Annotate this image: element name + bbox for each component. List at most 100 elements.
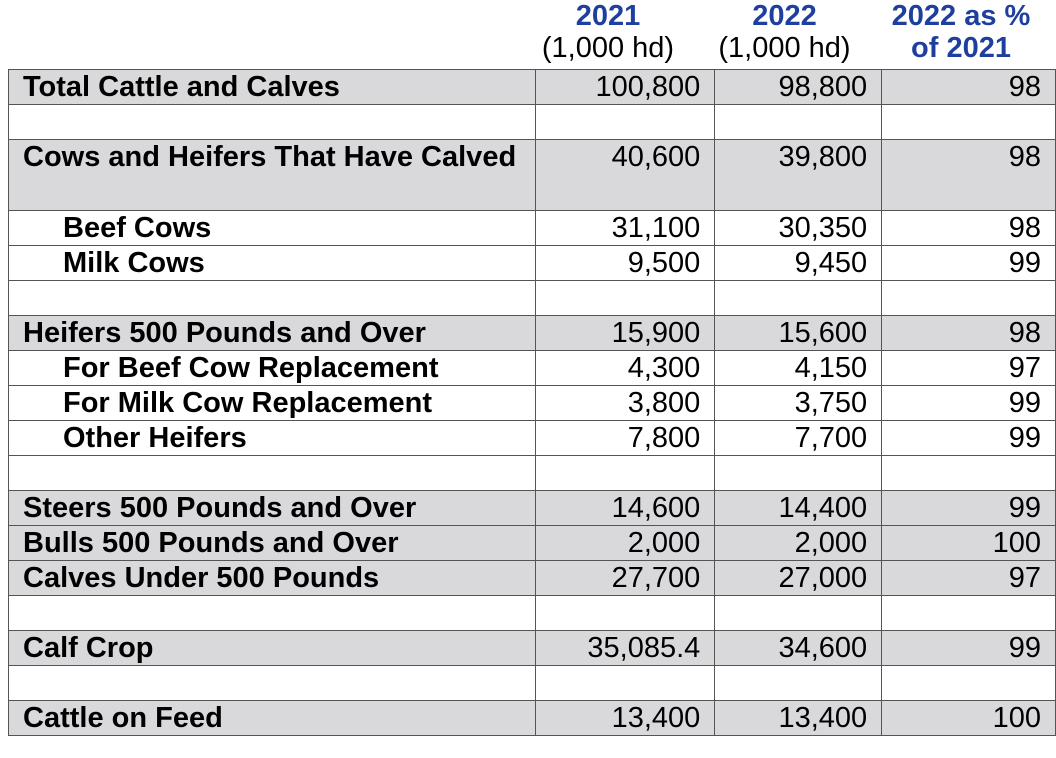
- row-label: Total Cattle and Calves: [7, 69, 537, 105]
- spacer-cell: [7, 280, 537, 316]
- spacer-cell: [7, 455, 537, 491]
- value-2021: 40,600: [535, 139, 716, 211]
- spacer-row: [7, 455, 1056, 491]
- row-label: Cattle on Feed: [7, 700, 537, 736]
- value-2022: 39,800: [714, 139, 883, 211]
- spacer-cell: [535, 455, 716, 491]
- value-2021: 13,400: [535, 700, 716, 736]
- header-pct-line1: 2022 as %: [891, 0, 1031, 32]
- col-header-2021: 2021 (1,000 hd): [517, 0, 699, 70]
- value-pct: 97: [881, 350, 1056, 386]
- table-row: Cows and Heifers That Have Calved 40,600 3…: [7, 139, 1056, 211]
- spacer-cell: [535, 665, 716, 701]
- row-label: Cows and Heifers That Have Calved: [7, 139, 537, 211]
- table-row: Beef Cows 31,100 30,350 98: [7, 210, 1056, 246]
- table-row: Milk Cows 9,500 9,450 99: [7, 245, 1056, 281]
- row-label: Other Heifers: [7, 420, 537, 456]
- value-2022: 2,000: [714, 525, 883, 561]
- table-row: Cattle on Feed 13,400 13,400 100: [7, 700, 1056, 736]
- spacer-cell: [881, 595, 1056, 631]
- spacer-cell: [714, 665, 883, 701]
- header-year-2021: 2021: [575, 0, 641, 32]
- table-row: Total Cattle and Calves 100,800 98,800 98: [7, 69, 1056, 105]
- table-row: Calves Under 500 Pounds 27,700 27,000 97: [7, 560, 1056, 596]
- value-2022: 4,150: [714, 350, 883, 386]
- table-row: For Milk Cow Replacement 3,800 3,750 99: [7, 385, 1056, 421]
- row-label: Bulls 500 Pounds and Over: [7, 525, 537, 561]
- value-2022: 9,450: [714, 245, 883, 281]
- value-2021: 35,085.4: [535, 630, 716, 666]
- spacer-cell: [714, 455, 883, 491]
- row-label: Calf Crop: [7, 630, 537, 666]
- spacer-cell: [535, 104, 716, 140]
- spacer-row: [7, 280, 1056, 316]
- row-label: Heifers 500 Pounds and Over: [7, 315, 537, 351]
- value-pct: 97: [881, 560, 1056, 596]
- value-pct: 99: [881, 245, 1056, 281]
- value-pct: 98: [881, 315, 1056, 351]
- spacer-cell: [714, 280, 883, 316]
- row-label: For Beef Cow Replacement: [7, 350, 537, 386]
- value-2021: 2,000: [535, 525, 716, 561]
- table-row: Heifers 500 Pounds and Over 15,900 15,600 9…: [7, 315, 1056, 351]
- value-2022: 27,000: [714, 560, 883, 596]
- value-pct: 98: [881, 139, 1056, 211]
- spacer-cell: [7, 104, 537, 140]
- table-row: For Beef Cow Replacement 4,300 4,150 97: [7, 350, 1056, 386]
- col-header-pct: 2022 as % of 2021: [870, 0, 1052, 70]
- value-2022: 7,700: [714, 420, 883, 456]
- header-pct-line2: of 2021: [911, 32, 1011, 64]
- value-2021: 7,800: [535, 420, 716, 456]
- value-pct: 100: [881, 525, 1056, 561]
- value-2021: 3,800: [535, 385, 716, 421]
- col-header-2022: 2022 (1,000 hd): [699, 0, 870, 70]
- value-2021: 31,100: [535, 210, 716, 246]
- row-label: For Milk Cow Replacement: [7, 385, 537, 421]
- table-row: Steers 500 Pounds and Over 14,600 14,400 99: [7, 490, 1056, 526]
- table-row: Other Heifers 7,800 7,700 99: [7, 420, 1056, 456]
- header-unit-2021: (1,000 hd): [541, 32, 675, 64]
- value-pct: 99: [881, 490, 1056, 526]
- row-label: Calves Under 500 Pounds: [7, 560, 537, 596]
- value-2021: 15,900: [535, 315, 716, 351]
- spacer-cell: [881, 280, 1056, 316]
- spacer-row: [7, 665, 1056, 701]
- table-row: Calf Crop 35,085.4 34,600 99: [7, 630, 1056, 666]
- spacer-cell: [881, 665, 1056, 701]
- spacer-cell: [714, 595, 883, 631]
- value-2021: 100,800: [535, 69, 716, 105]
- spacer-cell: [7, 595, 537, 631]
- value-2022: 34,600: [714, 630, 883, 666]
- value-2022: 30,350: [714, 210, 883, 246]
- spacer-cell: [7, 665, 537, 701]
- spacer-row: [7, 595, 1056, 631]
- value-2021: 14,600: [535, 490, 716, 526]
- table-row: Bulls 500 Pounds and Over 2,000 2,000 100: [7, 525, 1056, 561]
- value-pct: 98: [881, 210, 1056, 246]
- row-label: Beef Cows: [7, 210, 537, 246]
- row-label: Steers 500 Pounds and Over: [7, 490, 537, 526]
- value-2022: 15,600: [714, 315, 883, 351]
- spacer-cell: [881, 104, 1056, 140]
- row-label: Milk Cows: [7, 245, 537, 281]
- spacer-cell: [535, 595, 716, 631]
- header-unit-2022: (1,000 hd): [718, 32, 851, 64]
- table-body: Total Cattle and Calves 100,800 98,800 98 Co…: [7, 69, 1056, 736]
- header-year-2022: 2022: [752, 0, 817, 32]
- value-2021: 9,500: [535, 245, 716, 281]
- value-2021: 27,700: [535, 560, 716, 596]
- spacer-cell: [881, 455, 1056, 491]
- value-pct: 99: [881, 385, 1056, 421]
- value-2022: 13,400: [714, 700, 883, 736]
- spacer-row: [7, 104, 1056, 140]
- value-2022: 98,800: [714, 69, 883, 105]
- value-pct: 98: [881, 69, 1056, 105]
- cattle-inventory-table: Total Cattle and Calves 100,800 98,800 98 Co…: [7, 69, 1056, 736]
- spacer-cell: [714, 104, 883, 140]
- value-2022: 3,750: [714, 385, 883, 421]
- value-pct: 99: [881, 630, 1056, 666]
- value-pct: 99: [881, 420, 1056, 456]
- value-pct: 100: [881, 700, 1056, 736]
- spacer-cell: [535, 280, 716, 316]
- value-2022: 14,400: [714, 490, 883, 526]
